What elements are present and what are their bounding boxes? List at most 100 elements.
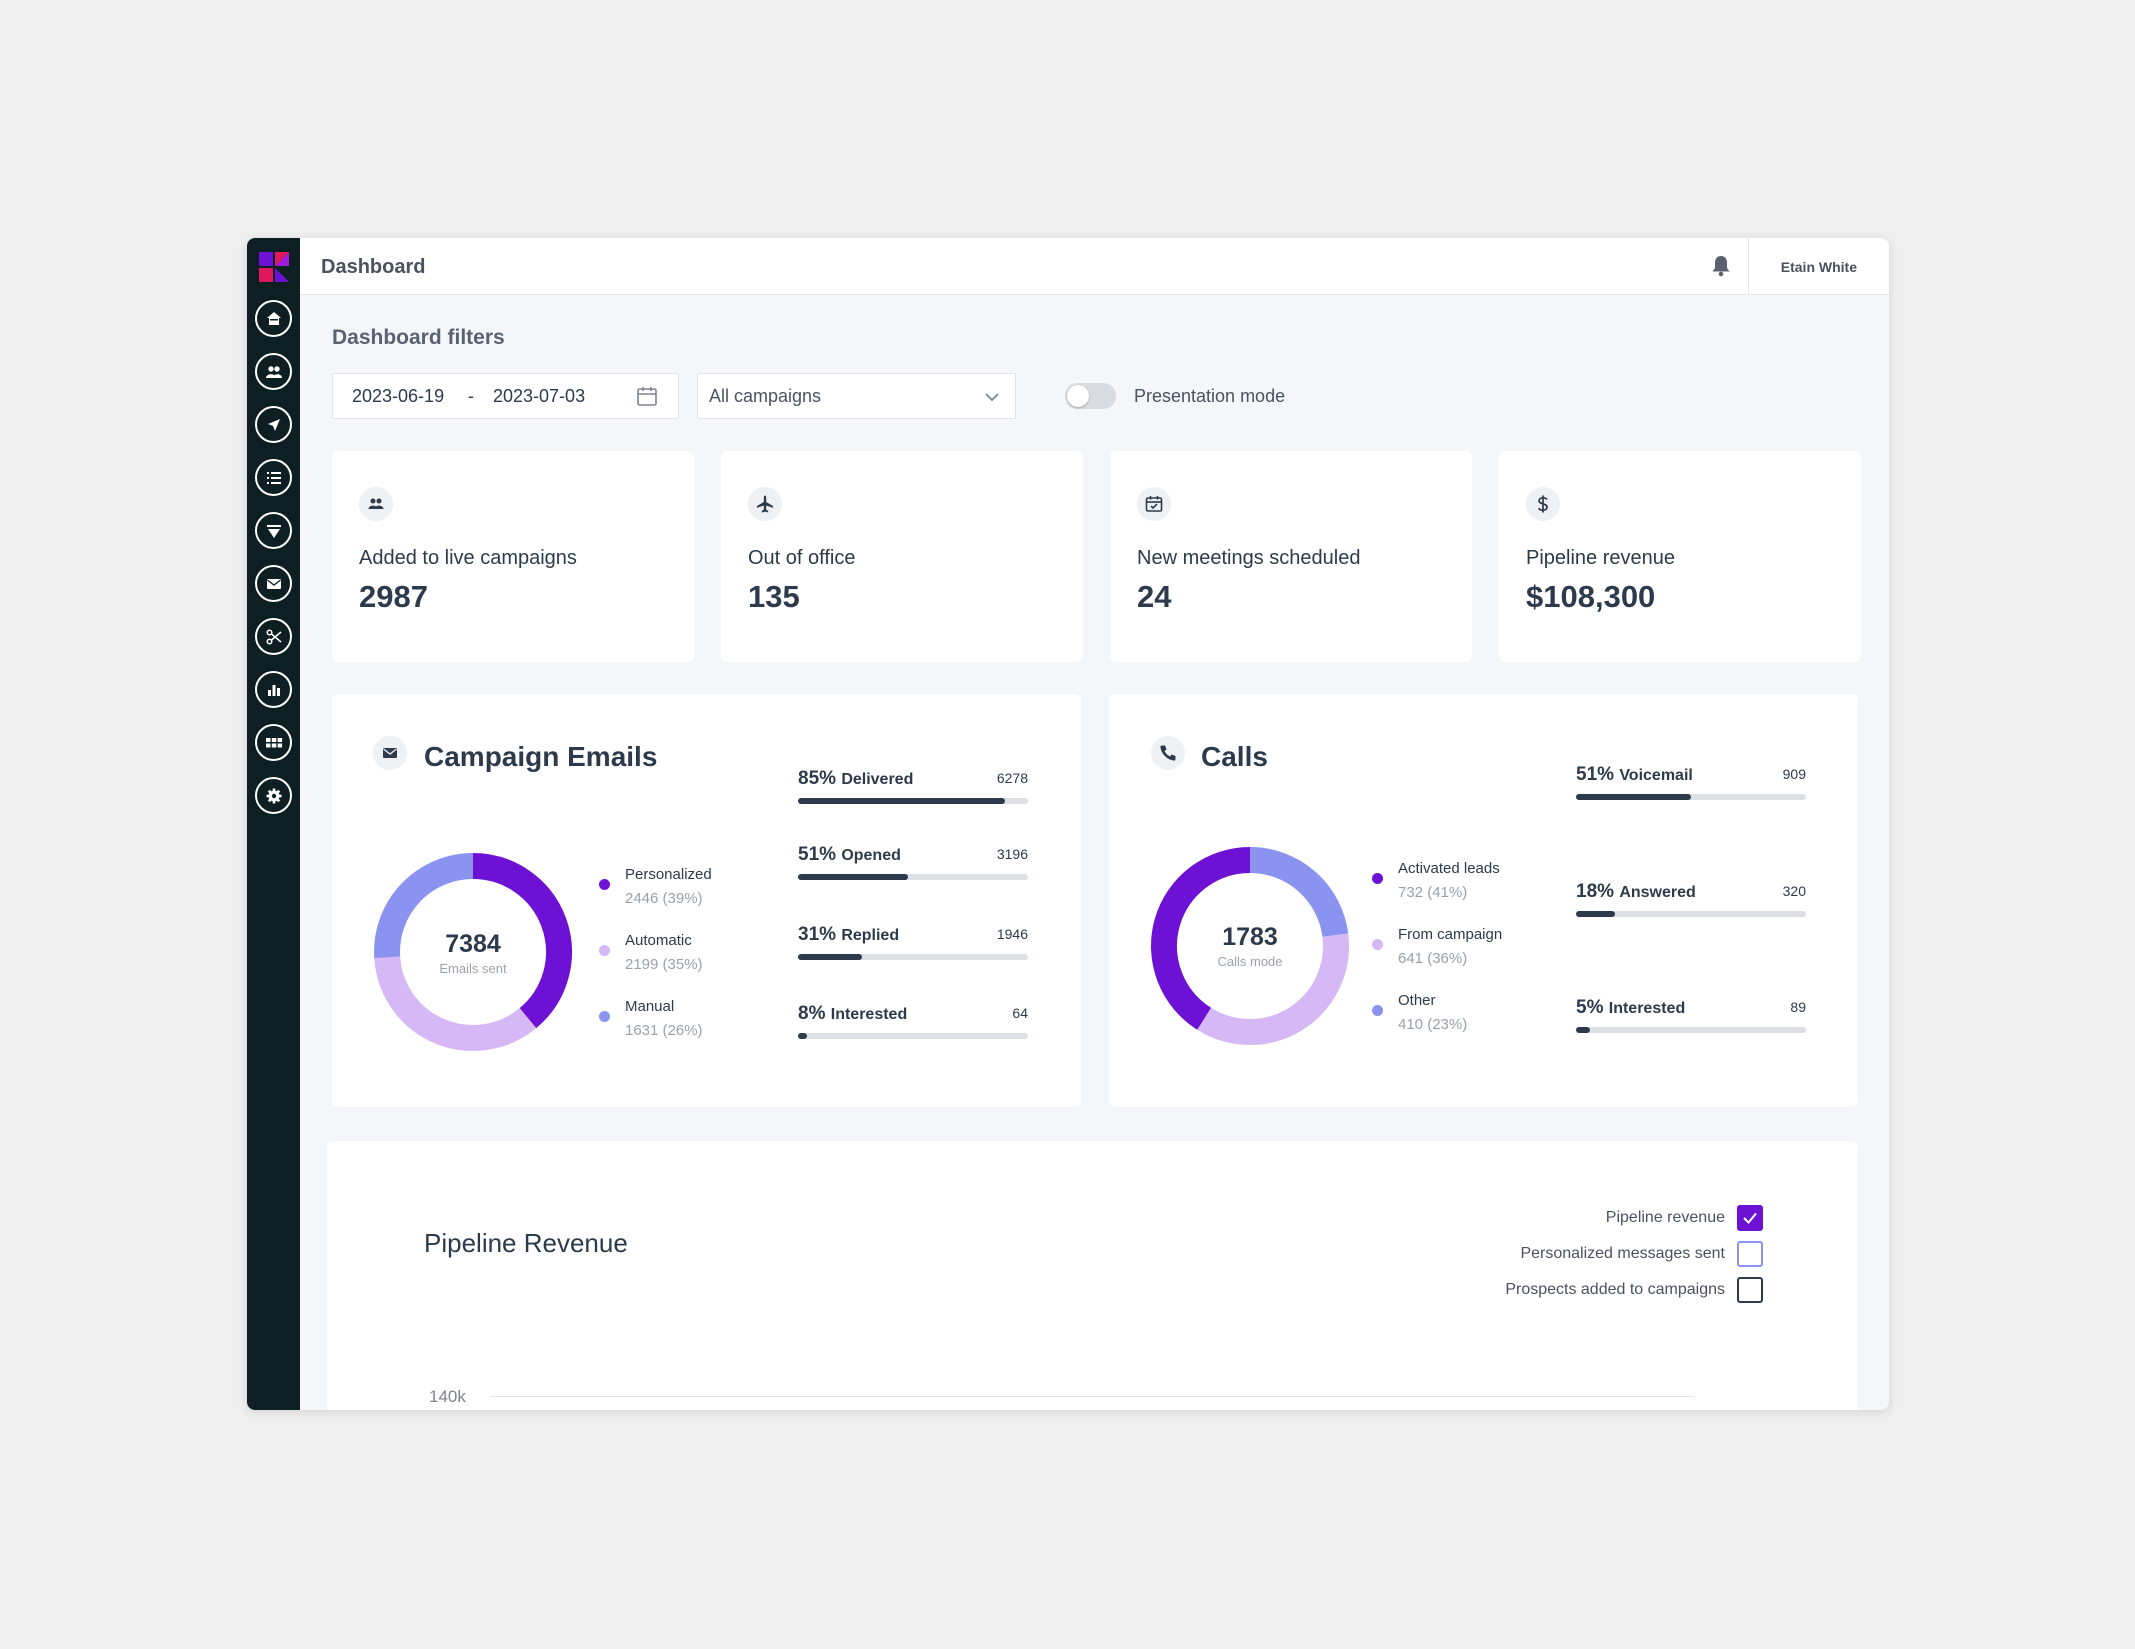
series-toggle-prospects-added[interactable]: Prospects added to campaigns xyxy=(1363,1277,1763,1303)
bar-track xyxy=(798,874,1028,880)
people-icon xyxy=(368,498,384,509)
checkbox-checked[interactable] xyxy=(1737,1205,1763,1231)
pipeline-title: Pipeline Revenue xyxy=(424,1228,628,1258)
series-toggle-pipeline-revenue[interactable]: Pipeline revenue xyxy=(1363,1205,1763,1231)
legend-dot xyxy=(599,879,610,890)
bar-name: Interested xyxy=(1608,1000,1686,1017)
grid-line xyxy=(490,1396,1695,1397)
emails-total-label: Emails sent xyxy=(439,961,507,976)
legend-dot xyxy=(599,945,610,956)
bar-count: 89 xyxy=(1790,999,1806,1015)
legend-name: Activated leads xyxy=(1398,860,1500,877)
mail-icon xyxy=(266,578,281,589)
bar-row-replied: 31% Replied 1946 xyxy=(798,924,1028,964)
home-icon xyxy=(266,311,281,325)
nav-mail[interactable] xyxy=(255,565,292,602)
donut-segment-automatic xyxy=(374,956,537,1051)
bar-label: 51% Voicemail xyxy=(1576,764,1693,786)
bar-label: 8% Interested xyxy=(798,1003,907,1025)
panel-title: Campaign Emails xyxy=(424,741,658,772)
date-range-picker[interactable]: 2023-06-19 - 2023-07-03 xyxy=(332,373,679,419)
stat-icon-wrap xyxy=(1526,487,1560,521)
bar-label: 85% Delivered xyxy=(798,768,913,790)
bar-count: 6278 xyxy=(996,770,1028,786)
nav-list[interactable] xyxy=(255,459,292,496)
funnel-icon xyxy=(266,524,281,538)
legend-name: Personalized xyxy=(625,866,712,883)
panel-icon-wrap xyxy=(1151,736,1185,770)
donut-segment-manual xyxy=(374,853,474,959)
calendar-icon[interactable] xyxy=(636,385,658,407)
bar-row-answered: 18% Answered 320 xyxy=(1576,881,1806,921)
bell-icon[interactable] xyxy=(1708,253,1734,279)
nav-scissors[interactable] xyxy=(255,618,292,655)
legend-value: 410 (23%) xyxy=(1398,1016,1468,1033)
donut-center: 1783 Calls mode xyxy=(1150,923,1350,969)
presentation-mode-toggle[interactable] xyxy=(1065,383,1116,409)
emails-donut-chart xyxy=(374,853,572,1051)
nav-people[interactable] xyxy=(255,353,292,390)
airplane-icon xyxy=(757,495,773,513)
legend-dot xyxy=(1372,1005,1383,1016)
legend-name: From campaign xyxy=(1398,926,1503,943)
bar-row-opened: 51% Opened 3196 xyxy=(798,844,1028,884)
stat-value: 135 xyxy=(748,579,800,614)
bar-name: Opened xyxy=(841,847,901,864)
bar-fill xyxy=(1576,911,1616,917)
calls-donut-chart xyxy=(1151,847,1349,1045)
header-divider xyxy=(1748,238,1749,295)
bar-row-interested: 5% Interested 89 xyxy=(1576,997,1806,1037)
donut-segment-other xyxy=(1249,847,1349,938)
bar-fill xyxy=(798,1033,808,1039)
calls-total: 1783 xyxy=(1222,923,1278,951)
date-to[interactable]: 2023-07-03 xyxy=(493,386,586,406)
campaign-select[interactable]: All campaigns xyxy=(697,373,1016,419)
grid-icon xyxy=(265,737,282,747)
stat-icon-wrap xyxy=(359,487,393,521)
bar-name: Answered xyxy=(1619,884,1696,901)
bar-track xyxy=(798,798,1028,804)
bar-count: 3196 xyxy=(996,846,1028,862)
bar-percent: 8% xyxy=(798,1003,826,1024)
panel-icon-wrap xyxy=(373,736,407,770)
bar-percent: 51% xyxy=(798,844,837,865)
nav-settings[interactable] xyxy=(255,777,292,814)
bar-row-interested: 8% Interested 64 xyxy=(798,1003,1028,1043)
bar-fill xyxy=(1576,1027,1590,1033)
donut-segment-personalized xyxy=(472,853,572,1029)
checkmark-icon xyxy=(1743,1212,1757,1224)
user-menu[interactable]: Etain White xyxy=(1780,259,1857,275)
series-toggle-label: Personalized messages sent xyxy=(1520,1245,1725,1262)
stat-value: 2987 xyxy=(359,579,428,614)
bar-name: Interested xyxy=(830,1006,908,1023)
nav-apps[interactable] xyxy=(255,724,292,761)
bar-label: 31% Replied xyxy=(798,924,899,946)
bar-row-delivered: 85% Delivered 6278 xyxy=(798,768,1028,808)
nav-funnel[interactable] xyxy=(255,512,292,549)
donut-segment-activated-leads xyxy=(1151,847,1251,1030)
checkbox-unchecked[interactable] xyxy=(1737,1277,1763,1303)
chevron-down-icon xyxy=(985,393,999,402)
bar-fill xyxy=(1576,794,1691,800)
bar-fill xyxy=(798,798,1005,804)
toggle-knob xyxy=(1067,385,1089,407)
bar-fill xyxy=(798,954,863,960)
legend-name: Manual xyxy=(625,998,675,1015)
bar-percent: 18% xyxy=(1576,881,1615,902)
bar-track xyxy=(798,954,1028,960)
checkbox-unchecked[interactable] xyxy=(1737,1241,1763,1267)
bar-fill xyxy=(798,874,909,880)
series-toggle-personalized-messages[interactable]: Personalized messages sent xyxy=(1363,1241,1763,1267)
stat-label: Pipeline revenue xyxy=(1526,547,1675,569)
bar-count: 64 xyxy=(1012,1005,1028,1021)
nav-send[interactable] xyxy=(255,406,292,443)
stat-card-new-meetings: New meetings scheduled 24 xyxy=(1110,451,1472,662)
donut-center: 7384 Emails sent xyxy=(373,930,573,976)
nav-home[interactable] xyxy=(255,300,292,337)
pipeline-revenue-panel: Pipeline Revenue Pipeline revenue Person… xyxy=(327,1141,1858,1410)
bar-percent: 31% xyxy=(798,924,837,945)
brand-logo[interactable] xyxy=(259,252,289,282)
nav-reports[interactable] xyxy=(255,671,292,708)
legend-value: 641 (36%) xyxy=(1398,950,1468,967)
date-from[interactable]: 2023-06-19 xyxy=(352,386,445,406)
